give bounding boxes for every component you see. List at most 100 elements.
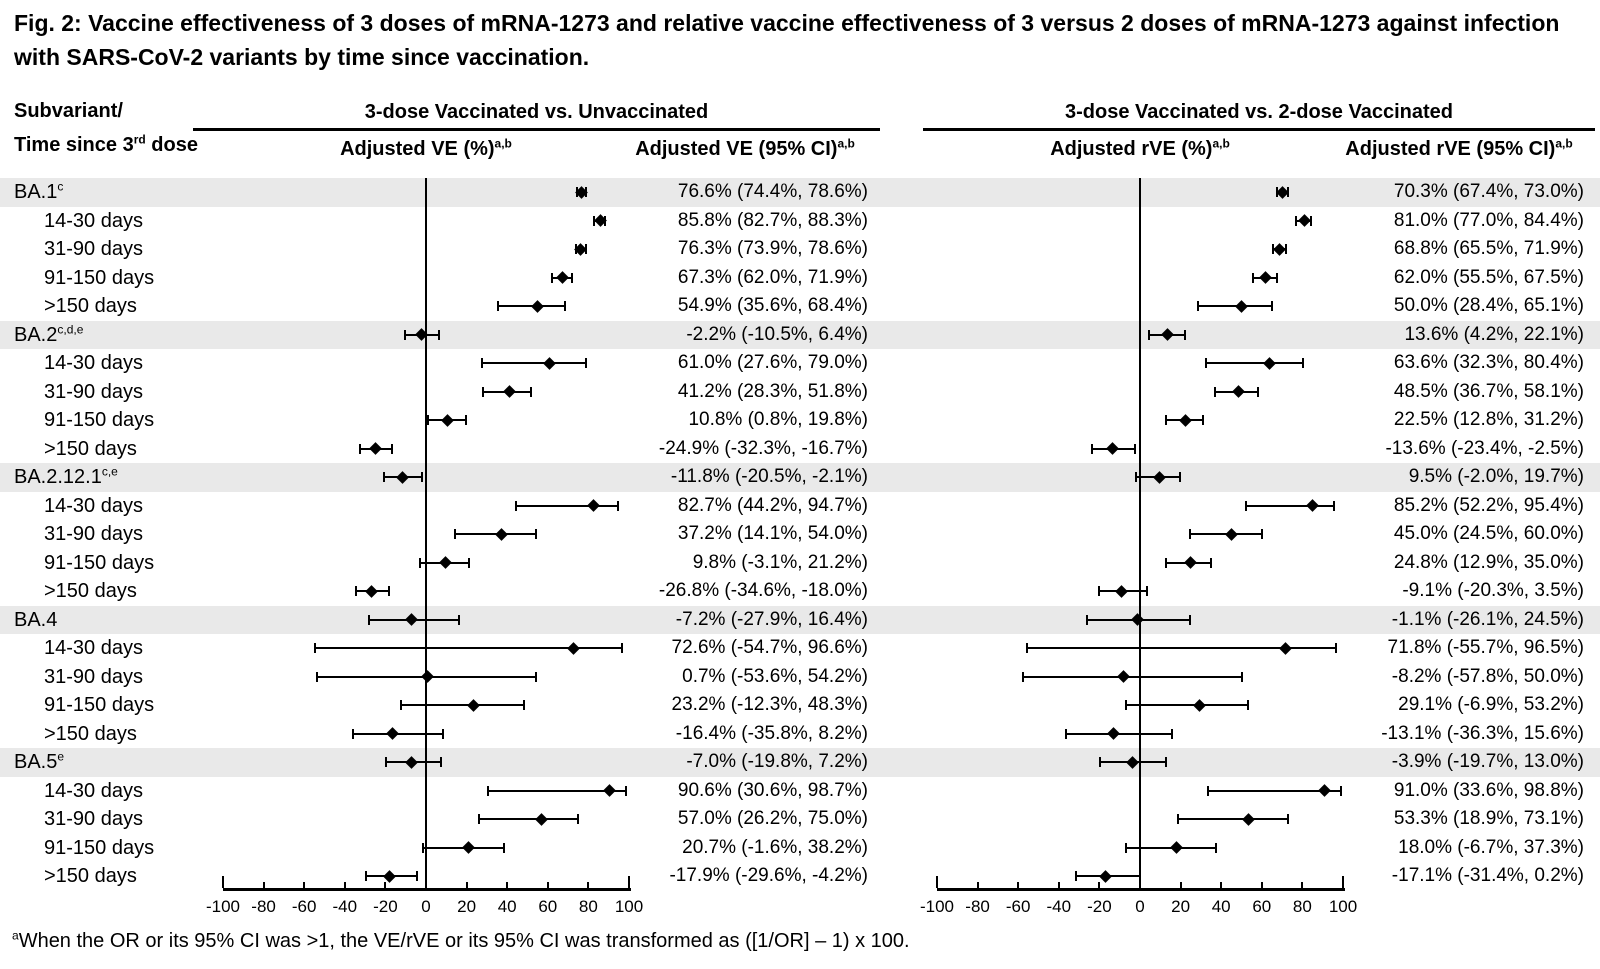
rve-estimate-text: 18.0% (-6.7%, 37.3%) bbox=[1398, 836, 1584, 858]
row-band bbox=[0, 605, 1600, 634]
ci-lower-cap bbox=[487, 785, 490, 796]
ci-upper-cap bbox=[437, 329, 440, 340]
point-estimate-marker bbox=[1241, 812, 1255, 826]
row-label: 14-30 days bbox=[44, 494, 143, 517]
point-estimate-marker bbox=[386, 727, 400, 741]
row-band bbox=[0, 748, 1600, 777]
ci-upper-cap bbox=[388, 586, 391, 597]
ci-error-bar bbox=[1245, 504, 1334, 507]
zero-reference-line bbox=[425, 463, 427, 493]
ci-upper-cap bbox=[1178, 472, 1181, 483]
ci-upper-cap bbox=[1210, 557, 1213, 568]
axis-tick bbox=[628, 876, 630, 888]
axis-tick-label: 20 bbox=[457, 897, 477, 916]
axis-tick bbox=[1220, 882, 1223, 888]
row-label: 14-30 days bbox=[44, 637, 143, 659]
point-estimate-marker bbox=[1262, 356, 1276, 370]
rve-estimate-text: 62.0% (55.5%, 67.5%) bbox=[1393, 266, 1584, 288]
ci-error-bar bbox=[488, 789, 627, 792]
row-label: BA.4 bbox=[14, 608, 58, 631]
ci-upper-cap bbox=[1214, 842, 1217, 853]
ci-lower-cap bbox=[1271, 244, 1274, 255]
right-rve-column-header: Adjusted rVE (%)a,b bbox=[1050, 136, 1230, 160]
axis-tick-label: -60 bbox=[291, 897, 317, 916]
zero-reference-line bbox=[1139, 178, 1141, 208]
rve-estimate-text: -13.1% (-36.3%, 15.6%) bbox=[1381, 722, 1584, 744]
rve-estimate-text: -8.2% (-57.8%, 50.0%) bbox=[1391, 665, 1584, 687]
axis-tick-label: -40 bbox=[332, 897, 358, 916]
ci-lower-cap bbox=[1124, 700, 1127, 711]
point-estimate-marker bbox=[369, 442, 382, 456]
rve-estimate-text: 48.5% (36.7%, 58.1%) bbox=[1393, 380, 1584, 402]
ve-estimate-text: 82.7% (44.2%, 94.7%) bbox=[677, 494, 868, 516]
zero-reference-line bbox=[425, 776, 427, 806]
ve-estimate-text: -16.4% (-35.8%, 8.2%) bbox=[675, 722, 868, 744]
ci-error-bar bbox=[1205, 362, 1304, 365]
point-estimate-marker bbox=[1183, 556, 1197, 570]
row-label: >150 days bbox=[44, 437, 137, 460]
rve-estimate-text: 81.0% (77.0%, 84.4%) bbox=[1393, 209, 1584, 231]
ci-lower-cap bbox=[403, 329, 406, 340]
ci-lower-cap bbox=[1134, 472, 1137, 483]
point-estimate-marker bbox=[1318, 784, 1332, 798]
ve-estimate-text: -11.8% (-20.5%, -2.1%) bbox=[670, 466, 868, 487]
rve-estimate-text: 45.0% (24.5%, 60.0%) bbox=[1393, 523, 1584, 544]
point-estimate-marker bbox=[495, 527, 508, 541]
zero-reference-line bbox=[1139, 520, 1141, 550]
point-estimate-marker bbox=[1170, 841, 1183, 855]
x-axis-line bbox=[223, 888, 631, 891]
ci-error-bar bbox=[1178, 818, 1289, 821]
ci-upper-cap bbox=[458, 614, 461, 625]
zero-reference-line bbox=[425, 491, 427, 521]
ci-lower-cap bbox=[1207, 785, 1210, 796]
ci-upper-cap bbox=[1170, 728, 1173, 739]
rve-estimate-text: 24.8% (12.9%, 35.0%) bbox=[1393, 551, 1584, 573]
rve-estimate-text: 13.6% (4.2%, 22.1%) bbox=[1404, 323, 1584, 345]
ci-lower-cap bbox=[482, 386, 485, 397]
point-estimate-marker bbox=[1098, 869, 1112, 883]
ci-upper-cap bbox=[1271, 301, 1274, 312]
ci-error-bar bbox=[515, 504, 619, 507]
ci-error-bar bbox=[401, 704, 525, 707]
ci-lower-cap bbox=[1196, 301, 1199, 312]
rve-estimate-text: 50.0% (28.4%, 65.1%) bbox=[1393, 295, 1584, 316]
axis-tick-label: 20 bbox=[1171, 897, 1191, 916]
point-estimate-marker bbox=[1235, 299, 1248, 313]
zero-reference-line bbox=[1139, 548, 1141, 578]
axis-tick bbox=[1057, 882, 1060, 888]
ve-estimate-text: 37.2% (14.1%, 54.0%) bbox=[677, 523, 868, 544]
row-label: 31-90 days bbox=[44, 380, 143, 403]
row-label: 31-90 days bbox=[44, 238, 143, 260]
zero-reference-line bbox=[425, 263, 427, 293]
ve-estimate-text: -24.9% (-32.3%, -16.7%) bbox=[658, 437, 868, 459]
right-panel-group-header: 3-dose Vaccinated vs. 2-dose Vaccinated bbox=[923, 101, 1595, 131]
footnote-a: aWhen the OR or its 95% CI was >1, the V… bbox=[12, 928, 910, 952]
ci-upper-cap bbox=[523, 700, 526, 711]
ci-lower-cap bbox=[514, 500, 517, 511]
ve-estimate-text: -26.8% (-34.6%, -18.0%) bbox=[658, 580, 868, 601]
axis-tick bbox=[465, 882, 468, 888]
ci-lower-cap bbox=[453, 529, 456, 540]
ci-lower-cap bbox=[364, 871, 367, 882]
ci-lower-cap bbox=[1295, 215, 1298, 226]
ci-upper-cap bbox=[621, 643, 624, 654]
ci-error-bar bbox=[1125, 704, 1248, 707]
ve-estimate-text: 76.6% (74.4%, 78.6%) bbox=[677, 181, 868, 202]
axis-tick bbox=[936, 876, 938, 888]
row-label: 31-90 days bbox=[44, 523, 143, 545]
axis-tick bbox=[976, 882, 979, 888]
axis-tick-label: -20 bbox=[1087, 897, 1112, 916]
point-estimate-marker bbox=[1298, 214, 1311, 228]
zero-reference-line bbox=[1139, 263, 1141, 293]
ci-lower-cap bbox=[421, 842, 424, 853]
zero-reference-line bbox=[425, 377, 427, 407]
axis-tick bbox=[303, 882, 306, 888]
rve-estimate-text: -9.1% (-20.3%, 3.5%) bbox=[1402, 580, 1584, 601]
axis-tick bbox=[1017, 882, 1020, 888]
ci-lower-cap bbox=[316, 671, 319, 682]
rve-estimate-text: 70.3% (67.4%, 73.0%) bbox=[1393, 181, 1584, 202]
ve-estimate-text: 61.0% (27.6%, 79.0%) bbox=[677, 352, 868, 373]
ci-error-bar bbox=[482, 362, 587, 365]
rve-estimate-text: 9.5% (-2.0%, 19.7%) bbox=[1408, 466, 1584, 487]
point-estimate-marker bbox=[535, 812, 549, 826]
